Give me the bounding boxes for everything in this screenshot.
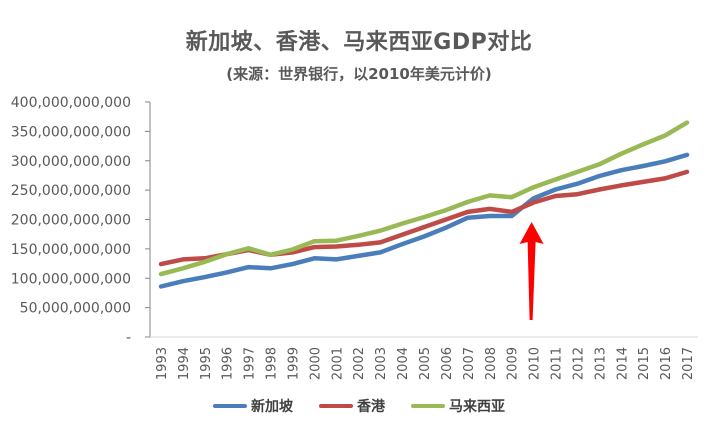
x-tick-label: 1996 [221,347,236,380]
y-tick-label: 300,000,000,000 [11,154,131,170]
x-tick-label: 2006 [440,347,455,380]
legend-swatch [411,404,445,408]
series-lines [158,120,690,289]
chart-title: 新加坡、香港、马来西亚GDP对比 [185,30,533,55]
x-tick-label: 2008 [484,347,499,380]
x-tick-label: 1995 [199,347,214,380]
legend-label: 马来西亚 [449,399,505,415]
x-tick-label: 2001 [330,347,345,380]
y-tick-label: 150,000,000,000 [11,242,131,258]
y-tick-label: 400,000,000,000 [11,95,131,111]
x-tick-label: 1999 [286,347,301,380]
y-tick-label: 50,000,000,000 [20,301,131,317]
y-axis-ticks: - 50,000,000,000 100,000,000,000 150,000,00… [11,95,150,346]
x-axis-ticks: 1993 1994 1995 1996 1997 1998 1999 2000 2001 2002… [155,347,696,380]
x-tick-label: 1998 [265,347,280,380]
legend: 新加坡 香港 马来西亚 [0,396,718,416]
legend-item: 马来西亚 [411,396,505,416]
x-tick-label: 2013 [593,347,608,380]
legend-label: 新加坡 [251,399,293,415]
x-tick-label: 2010 [528,347,543,380]
x-tick-label: 2003 [374,347,389,380]
legend-swatch [213,404,247,408]
x-tick-label: 2011 [550,347,565,380]
y-tick-label: 250,000,000,000 [11,183,131,199]
x-tick-label: 1997 [243,347,258,380]
y-tick-label: - [126,330,131,346]
y-tick-label: 350,000,000,000 [11,124,131,140]
legend-label: 香港 [357,399,385,415]
x-tick-label: 2009 [506,347,521,380]
legend-item: 香港 [319,396,385,416]
chart-subtitle: (来源：世界银行，以2010年美元计价) [226,65,492,83]
x-tick-label: 2007 [462,347,477,380]
y-tick-label: 200,000,000,000 [11,213,131,229]
x-tick-label: 2000 [308,347,323,380]
x-tick-label: 2012 [571,347,586,380]
x-tick-label: 2017 [681,347,696,380]
x-tick-label: 2005 [418,347,433,380]
x-tick-label: 2002 [352,347,367,380]
x-tick-label: 2004 [396,347,411,380]
axes [149,102,698,338]
x-tick-label: 1993 [155,347,170,380]
legend-swatch [319,404,353,408]
x-tick-label: 2016 [659,347,674,380]
legend-item: 新加坡 [213,396,293,416]
red-arrow-annotation [519,222,544,320]
y-tick-label: 100,000,000,000 [11,271,131,287]
series-line-马来西亚 [158,120,690,277]
annotations [519,222,544,320]
x-tick-label: 2015 [637,347,652,380]
x-tick-label: 2014 [615,347,630,380]
series-line-新加坡 [158,152,690,289]
x-tick-label: 1994 [177,347,192,380]
